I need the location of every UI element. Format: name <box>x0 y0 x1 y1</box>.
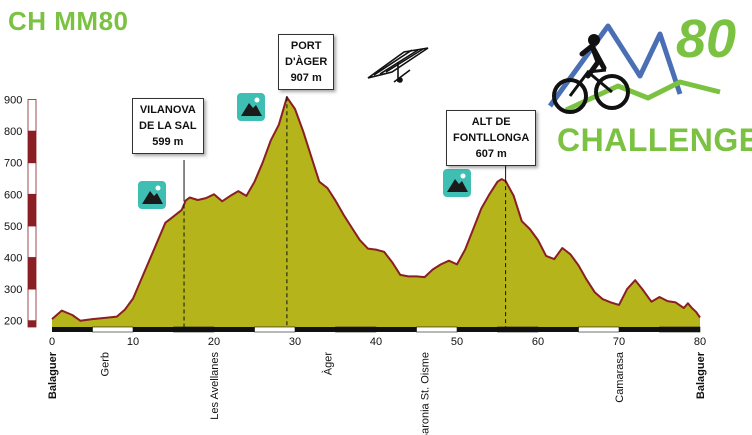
y-tick-label: 800 <box>4 126 22 138</box>
climb-callout: ALT DE FONTLLONGA 607 m <box>446 110 537 166</box>
y-axis: 200 300 400 500 600 700 800 900 <box>4 95 37 328</box>
x-axis-segment <box>578 326 620 333</box>
y-axis-segment <box>27 257 37 290</box>
place-label: Balaguer <box>695 351 707 399</box>
place-label: Àger <box>321 352 334 376</box>
place-label: Camarasa <box>614 351 626 403</box>
y-tick-label: 900 <box>4 95 22 107</box>
x-axis-segment <box>254 326 296 333</box>
x-axis-segment <box>133 327 174 332</box>
climb-name: DE LA SAL <box>139 120 197 132</box>
x-tick-label: 60 <box>532 336 544 348</box>
mountain-icon <box>138 181 166 209</box>
x-tick-label: 10 <box>127 336 139 348</box>
place-label: Les Avellanes <box>209 352 221 420</box>
climb-callout: VILANOVA DE LA SAL 599 m <box>132 98 204 154</box>
y-tick-label: 600 <box>4 189 22 201</box>
climb-name: FONTLLONGA <box>453 132 530 144</box>
mountain-icon <box>443 169 471 197</box>
climb-callout: PORT D'ÀGER 907 m <box>278 34 335 90</box>
x-tick-label: 50 <box>451 336 463 348</box>
mountain-icon-shape <box>142 191 163 204</box>
climb-elevation: 907 m <box>290 72 322 84</box>
x-axis-segment <box>619 327 660 332</box>
x-axis-segment <box>376 327 417 332</box>
mountain-icon-shape <box>447 179 468 192</box>
x-axis-segment <box>214 327 255 332</box>
logo-challenge-word: CHALLENGE <box>557 122 752 158</box>
x-axis-segment <box>457 327 498 332</box>
x-axis-segment <box>335 326 377 333</box>
x-tick-label: 40 <box>370 336 382 348</box>
elevation-profile <box>51 96 701 327</box>
logo-number: 80 <box>676 9 737 69</box>
climb-name: VILANOVA <box>139 104 196 116</box>
y-axis-segment <box>27 99 37 132</box>
y-axis-segment <box>27 288 37 322</box>
climb-name: ALT DE <box>471 116 511 128</box>
hang-glider-icon <box>367 47 429 83</box>
x-axis-segment <box>416 326 458 333</box>
climb-name: D'ÀGER <box>285 56 328 68</box>
chart-title: CH MM80 <box>8 6 129 36</box>
y-tick-label: 500 <box>4 221 22 233</box>
profile-line <box>51 96 701 322</box>
climb-name: PORT <box>290 40 322 52</box>
climb-elevation: 599 m <box>152 136 184 148</box>
y-axis-segment <box>27 193 37 227</box>
place-label: Balaguer <box>47 351 59 399</box>
x-axis-segment <box>92 326 134 333</box>
mountain-icon-sun <box>460 173 466 179</box>
x-tick-label: 80 <box>694 336 706 348</box>
x-axis-segment <box>173 326 215 333</box>
x-axis-segment <box>52 327 93 332</box>
y-axis-segment <box>27 225 37 258</box>
x-tick-label: 30 <box>289 336 301 348</box>
climb-elevation: 607 m <box>475 148 507 160</box>
climb-markers <box>138 93 507 327</box>
mountain-icon <box>237 93 265 121</box>
profile-area <box>52 97 700 327</box>
y-tick-label: 300 <box>4 284 22 296</box>
y-tick-label: 200 <box>4 316 22 328</box>
mountain-icon-sun <box>155 185 161 191</box>
x-tick-label: 20 <box>208 336 220 348</box>
y-axis-segment <box>27 162 37 195</box>
x-axis-segment <box>659 326 701 333</box>
x-axis-segment <box>538 327 579 332</box>
mountain-icon-shape <box>241 103 262 116</box>
place-labels: Balaguer Gerb Les Avellanes Àger Baronia St.… <box>47 351 707 435</box>
x-axis-segment <box>497 326 539 333</box>
x-axis: 0 10 20 30 40 50 60 70 80 <box>49 326 706 348</box>
x-tick-label: 0 <box>49 336 55 348</box>
mountain-icon-sun <box>254 97 260 103</box>
place-label: Gerb <box>100 352 112 376</box>
y-axis-segment <box>27 130 37 164</box>
cyclist-logo-icon <box>547 23 721 114</box>
x-tick-label: 70 <box>613 336 625 348</box>
y-axis-segment <box>27 320 37 328</box>
y-tick-label: 700 <box>4 158 22 170</box>
y-tick-label: 400 <box>4 252 22 264</box>
place-label: Baronia St. Oisme <box>420 352 432 435</box>
x-axis-segment <box>295 327 336 332</box>
